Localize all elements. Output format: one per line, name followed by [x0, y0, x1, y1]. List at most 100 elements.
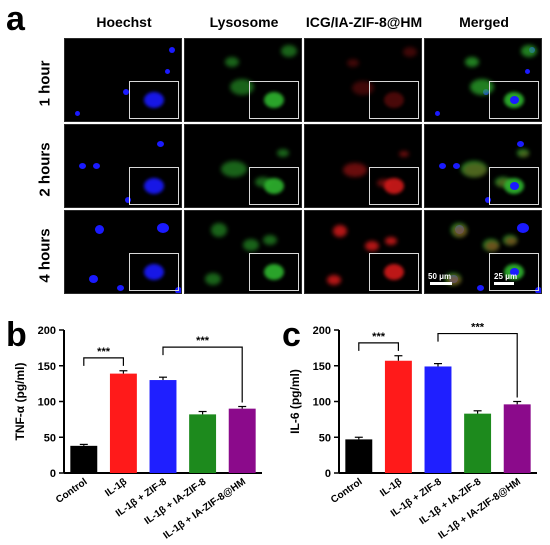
micrograph-hoechst-1	[64, 38, 182, 122]
il6-significance-bracket-0	[358, 342, 399, 351]
inset-cell	[384, 264, 404, 280]
lysosome-signal	[465, 57, 479, 67]
lysosome-signal	[483, 239, 499, 251]
icg-signal	[333, 225, 347, 237]
icg-signal	[399, 151, 409, 157]
scale-bar-main-label: 50 μm	[428, 272, 452, 281]
inset-cell	[264, 178, 284, 194]
lysosome-signal	[451, 223, 467, 237]
micrograph-lysosome-2	[184, 124, 302, 208]
lysosome-signal	[255, 177, 271, 187]
zoom-inset-frame	[129, 167, 179, 205]
icg-signal	[365, 241, 379, 251]
lysosome-signal	[205, 273, 221, 285]
micrograph-icg-1	[304, 38, 422, 122]
zoom-inset-frame	[249, 167, 299, 205]
lysosome-signal	[470, 79, 494, 95]
il6-y-tick-label: 150	[313, 361, 331, 373]
tnf-significance-bracket-0	[83, 357, 124, 366]
zoom-inset-frame	[249, 253, 299, 291]
inset-cell	[264, 92, 284, 108]
icg-signal	[453, 225, 467, 237]
panel-label-b: b	[6, 316, 27, 354]
scale-bar-main	[430, 282, 452, 285]
tnf-bar-1	[109, 373, 137, 473]
il6-category-label-0: Control	[329, 476, 365, 506]
nucleus-dot	[439, 163, 446, 169]
tnf-significance-label-1: ***	[196, 335, 210, 347]
micrograph-merged-2	[424, 124, 542, 208]
nucleus-dot	[169, 47, 175, 53]
tnf-significance-label-0: ***	[97, 346, 111, 358]
zoom-inset-frame	[129, 253, 179, 291]
icg-signal	[347, 59, 359, 67]
tnf-bar-2	[149, 380, 177, 473]
il6-category-label-1: IL-1β	[378, 476, 404, 499]
icg-signal	[447, 275, 461, 285]
inset-cell	[144, 178, 164, 194]
il6-bar-1	[384, 360, 412, 473]
nucleus-dot	[125, 197, 131, 203]
tnf-y-tick-label: 100	[38, 397, 56, 409]
nucleus-dot	[157, 223, 169, 233]
il6-y-axis-label: IL-6 (pg/ml)	[288, 369, 302, 434]
row-header-2-hours: 2 hours	[36, 142, 54, 197]
zoom-inset-frame	[489, 253, 539, 291]
icg-signal	[327, 275, 341, 285]
inset-cell	[144, 92, 164, 108]
panel-label-a: a	[6, 0, 25, 38]
tnf-bar-3	[189, 414, 217, 473]
il6-bar-3	[464, 413, 492, 473]
micrograph-merged-3	[424, 210, 542, 294]
tnf-y-tick-label: 50	[44, 432, 56, 444]
il6-bar-0	[345, 439, 373, 473]
inset-nucleus	[510, 96, 519, 104]
il6-bar-4	[503, 404, 531, 473]
nucleus-dot	[435, 111, 440, 116]
row-header-4-hours: 4 hours	[36, 228, 54, 283]
icg-signal	[485, 241, 499, 251]
zoom-inset-frame	[129, 81, 179, 119]
column-header-icg: ICG/IA-ZIF-8@HM	[305, 14, 423, 30]
micrograph-lysosome-1	[184, 38, 302, 122]
micrograph-icg-3	[304, 210, 422, 294]
inset-nucleus	[510, 268, 519, 276]
icg-signal	[343, 163, 367, 177]
nucleus-dot	[123, 89, 129, 95]
nucleus-dot	[89, 275, 98, 283]
lysosome-signal	[243, 239, 259, 251]
il6-significance-label-1: ***	[471, 322, 485, 334]
lysosome-signal	[230, 79, 254, 95]
il6-y-tick-label: 0	[325, 468, 331, 480]
lysosome-signal	[461, 161, 487, 177]
il6-significance-bracket-1	[437, 332, 518, 398]
tnf-bar-0	[70, 445, 98, 473]
lysosome-signal	[281, 45, 297, 57]
nucleus-dot	[453, 163, 460, 169]
inset-cell	[264, 264, 284, 280]
il6-y-tick-label: 200	[313, 325, 331, 337]
inset-cell	[384, 178, 404, 194]
tnf-y-tick-label: 200	[38, 325, 56, 337]
nucleus-dot	[93, 163, 100, 169]
inset-nucleus	[510, 182, 519, 190]
icg-signal	[385, 237, 397, 245]
nucleus-dot	[525, 69, 530, 74]
inset-cell	[144, 264, 164, 280]
icg-signal	[352, 81, 374, 95]
inset-cell	[384, 92, 404, 108]
tnf-bar-4	[228, 408, 256, 473]
scale-bar-inset-label: 25 μm	[494, 272, 518, 281]
nucleus-dot	[517, 141, 524, 147]
zoom-inset-frame	[369, 167, 419, 205]
icg-signal	[519, 151, 529, 157]
tnf-category-label-0: Control	[54, 476, 90, 506]
il6-y-tick-label: 50	[319, 432, 331, 444]
tnf-significance-bracket-1	[162, 346, 243, 403]
zoom-inset-frame	[369, 81, 419, 119]
zoom-inset-frame	[369, 253, 419, 291]
icg-signal	[403, 47, 417, 57]
zoom-inset-frame	[489, 81, 539, 119]
il6-y-tick-label: 100	[313, 397, 331, 409]
